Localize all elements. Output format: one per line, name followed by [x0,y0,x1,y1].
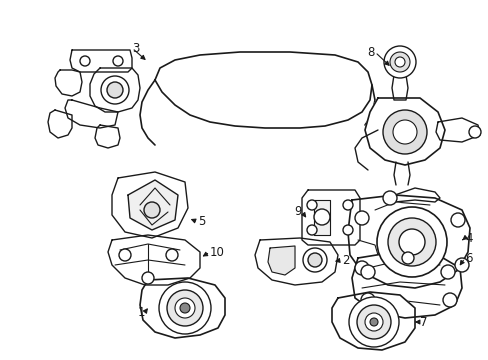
Text: 8: 8 [367,45,374,58]
Circle shape [180,303,190,313]
Circle shape [401,252,413,264]
Polygon shape [347,195,469,288]
Circle shape [360,265,374,279]
Text: 7: 7 [419,315,427,328]
Text: 4: 4 [464,231,471,244]
Circle shape [142,272,154,284]
Circle shape [354,261,368,275]
Circle shape [382,110,426,154]
Polygon shape [140,278,224,338]
Circle shape [382,191,396,205]
Circle shape [450,213,464,227]
Circle shape [389,52,409,72]
Text: 10: 10 [209,246,224,258]
Polygon shape [112,172,187,238]
Polygon shape [435,118,479,142]
Polygon shape [302,190,359,245]
Circle shape [342,200,352,210]
Polygon shape [391,188,439,202]
Circle shape [394,57,404,67]
Circle shape [468,126,480,138]
Circle shape [376,207,446,277]
Circle shape [387,218,435,266]
Polygon shape [65,100,118,128]
Circle shape [440,265,454,279]
Text: 2: 2 [341,253,349,266]
Circle shape [306,200,316,210]
Circle shape [369,318,377,326]
Circle shape [307,253,321,267]
Polygon shape [391,75,407,100]
Circle shape [175,298,195,318]
Polygon shape [267,246,294,275]
Text: 1: 1 [137,306,145,319]
Circle shape [306,225,316,235]
Circle shape [101,76,129,104]
Polygon shape [128,180,178,230]
Polygon shape [331,292,414,350]
Polygon shape [90,68,140,112]
Circle shape [303,248,326,272]
Circle shape [167,290,203,326]
Circle shape [454,258,468,272]
Text: 5: 5 [198,216,205,229]
Circle shape [383,46,415,78]
Circle shape [113,56,123,66]
Circle shape [348,297,398,347]
Polygon shape [155,52,371,128]
Circle shape [392,120,416,144]
Circle shape [342,225,352,235]
Polygon shape [254,238,337,285]
Circle shape [442,293,456,307]
Circle shape [159,282,210,334]
Circle shape [398,229,424,255]
Polygon shape [351,252,461,318]
Polygon shape [55,70,82,96]
Polygon shape [313,200,329,235]
Circle shape [356,305,390,339]
Circle shape [364,313,382,331]
Polygon shape [364,98,444,165]
Circle shape [107,82,123,98]
Circle shape [143,202,160,218]
Circle shape [119,249,131,261]
Circle shape [360,293,374,307]
Circle shape [313,209,329,225]
Circle shape [354,211,368,225]
Text: 6: 6 [464,252,471,265]
Polygon shape [70,50,132,72]
Circle shape [80,56,90,66]
Circle shape [165,249,178,261]
Text: 3: 3 [132,41,139,54]
Polygon shape [108,235,200,285]
Polygon shape [48,110,72,138]
Text: 9: 9 [294,206,302,219]
Polygon shape [95,125,120,148]
